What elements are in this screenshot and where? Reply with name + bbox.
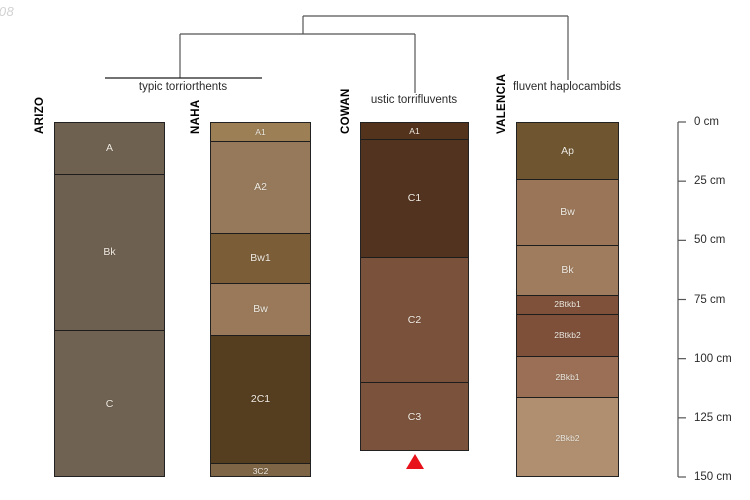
profile-arizo: ARIZO A Bk C [34,97,165,477]
axis-tick-label: 125 cm [694,411,732,424]
axis-tick-label: 150 cm [694,471,732,483]
horizon-label: A [105,142,113,155]
horizon-label: Bw [560,206,575,219]
horizon-label: 3C2 [252,465,269,476]
dendrogram-label-typic-torriorthents: typic torriorthents [138,81,228,93]
red-triangle-marker [405,453,424,469]
horizon-stack-cowan: A1 C1 C2 C3 [360,122,469,451]
horizon-label: 2C1 [250,393,271,406]
horizon: 2Bkb2 [517,397,618,476]
horizon-label: 2Btkb2 [554,330,581,341]
dendrogram-label-ustic-torrifluvents: ustic torrifluvents [370,94,458,106]
horizon-label: Bw [253,303,268,316]
horizon: C2 [361,257,468,384]
horizon-label: 2Btkb1 [554,299,581,310]
axis-tick-label: 50 cm [694,234,726,247]
horizon: 2C1 [211,336,310,464]
horizon: Bw [517,179,618,247]
horizon-label: C1 [407,191,422,204]
horizon-label: A1 [255,126,266,137]
horizon-label: A1 [409,125,420,136]
horizon: C1 [361,139,468,258]
horizon: A1 [211,123,310,142]
horizon: 2Btkb2 [517,314,618,358]
taxonomy-dendrogram [105,15,569,93]
axis-tick-label: 100 cm [694,352,732,365]
profile-naha: NAHA A1 A2 Bw1 Bw 2C1 3C2 [190,100,311,477]
horizon-label: Bk [103,246,116,259]
horizon-label: Bk [561,264,574,277]
horizon: 2Bkb1 [517,357,618,398]
axis-tick-label: 75 cm [694,293,726,306]
horizon: A [55,123,164,176]
dendrogram-lines [105,15,569,93]
horizon-stack-arizo: A Bk C [54,122,165,477]
horizon: 3C2 [211,463,310,476]
horizon-label: C3 [407,411,422,424]
horizon-label: Bw1 [250,252,271,265]
horizon: Bk [517,246,618,296]
horizon: Bw1 [211,234,310,284]
horizon: 2Btkb1 [517,295,618,315]
profile-cowan: COWAN A1 C1 C2 C3 [340,88,469,451]
horizon-stack-valencia: Ap Bw Bk 2Btkb1 2Btkb2 2Bkb1 2Bkb2 [516,122,619,477]
axis-tick-label: 25 cm [694,175,726,188]
horizon: Bw [211,283,310,336]
horizon-label: 2Bkb1 [555,371,580,382]
horizon-label: C2 [407,313,422,326]
horizon: Bk [55,175,164,332]
horizon: C [55,331,164,476]
horizon-label: Ap [561,144,574,157]
horizon-label: A2 [254,181,267,194]
horizon-stack-naha: A1 A2 Bw1 Bw 2C1 3C2 [210,122,311,477]
horizon: Ap [517,123,618,180]
watermark-text: -08 [0,4,15,19]
axis-tick-label: 0 cm [694,116,719,128]
dendrogram-label-fluvent-haplocambids: fluvent haplocambids [512,81,622,93]
horizon: C3 [361,383,468,450]
horizon: A1 [361,123,468,140]
horizon: A2 [211,141,310,235]
profile-valencia: VALENCIA Ap Bw Bk 2Btkb1 2Btkb2 2Bkb1 2Bkb2 [496,74,619,477]
horizon-label: 2Bkb2 [555,432,580,443]
horizon-label: C [105,398,114,411]
